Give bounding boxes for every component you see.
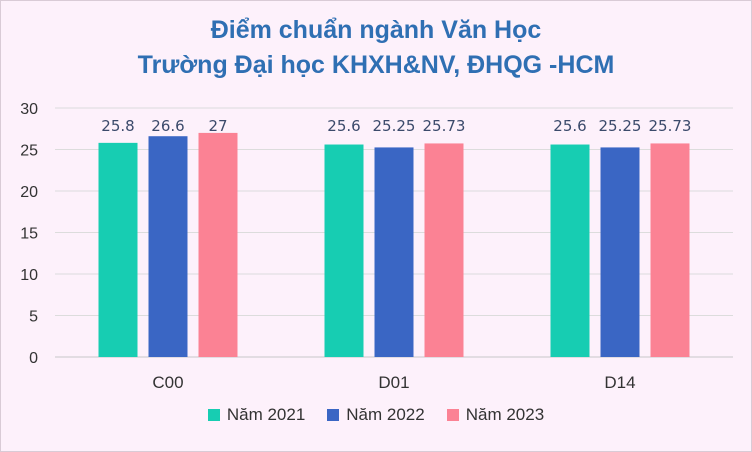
legend-item-2023: Năm 2023 xyxy=(446,405,545,425)
chart-title-line1: Điểm chuẩn ngành Văn Học xyxy=(210,16,542,44)
chart-title: Điểm chuẩn ngành Văn Học Trường Đại học … xyxy=(1,13,751,83)
legend-swatch-2023 xyxy=(446,409,459,421)
legend-item-2022: Năm 2022 xyxy=(327,405,425,425)
data-label: 25.6 xyxy=(553,117,586,135)
legend-label-2023: Năm 2023 xyxy=(465,405,545,424)
y-tick-label: 5 xyxy=(29,309,38,326)
bar-D01-0 xyxy=(324,144,364,357)
data-label: 25.25 xyxy=(599,117,642,135)
legend-label-2021: Năm 2021 xyxy=(226,405,306,424)
bar-D14-0 xyxy=(550,144,590,357)
legend-swatch-2021 xyxy=(207,409,220,421)
bar-C00-2 xyxy=(198,132,238,357)
legend-swatch-2022 xyxy=(327,409,340,421)
data-label: 27 xyxy=(208,117,227,135)
bar-D01-2 xyxy=(424,143,464,357)
bar-C00-0 xyxy=(98,142,138,357)
bar-chart: 0 5 10 15 20 25 30 25.8 26.6 27 C00 25.6 25.25 25.73 D… xyxy=(20,101,733,392)
legend-item-2021: Năm 2021 xyxy=(207,405,306,425)
y-tick-label: 15 xyxy=(20,226,38,243)
y-tick-label: 10 xyxy=(20,267,38,284)
x-category-label: D01 xyxy=(378,373,409,392)
data-label: 25.8 xyxy=(101,117,134,135)
y-tick-label: 30 xyxy=(20,101,38,118)
bar-D14-1 xyxy=(600,147,640,357)
bar-D14-2 xyxy=(650,143,690,357)
bar-C00-1 xyxy=(148,136,188,357)
y-tick-label: 25 xyxy=(20,143,38,160)
legend: Năm 2021 Năm 2022 Năm 2023 xyxy=(1,405,751,425)
data-label: 25.6 xyxy=(327,117,360,135)
data-label: 25.25 xyxy=(373,117,416,135)
data-label: 25.73 xyxy=(423,117,466,135)
data-label: 26.6 xyxy=(151,117,184,135)
legend-label-2022: Năm 2022 xyxy=(346,405,425,424)
y-tick-label: 20 xyxy=(20,184,38,201)
data-label: 25.73 xyxy=(649,117,692,135)
x-category-label: C00 xyxy=(152,373,183,392)
x-category-label: D14 xyxy=(604,373,635,392)
y-tick-label: 0 xyxy=(29,350,38,367)
chart-title-line2: Trường Đại học KHXH&NV, ĐHQG -HCM xyxy=(137,51,615,79)
bar-D01-1 xyxy=(374,147,414,357)
